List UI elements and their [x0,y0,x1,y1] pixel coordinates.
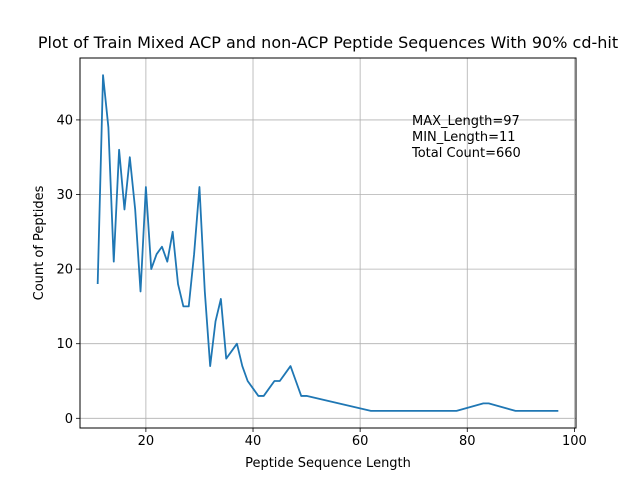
plot-frame [79,57,577,429]
series-group [96,74,559,412]
y-tick-label: 10 [56,337,73,352]
y-tick-label: 40 [56,113,73,128]
x-axis-label: Peptide Sequence Length [245,456,411,471]
annotation-total-count: Total Count=660 [411,146,521,161]
x-tick-label: 40 [245,434,262,449]
y-tick-label: 30 [56,188,73,203]
x-tick-label: 80 [459,434,476,449]
y-axis-label: Count of Peptides [32,185,47,300]
x-tick-label: 100 [562,434,587,449]
chart-title: Plot of Train Mixed ACP and non-ACP Pept… [38,33,618,52]
y-tick-label: 20 [56,263,73,278]
grid-lines [80,58,576,428]
tick-group: 20 40 60 80 100 0 10 20 30 40 [56,113,586,449]
y-tick-label: 0 [65,412,73,427]
x-tick-label: 60 [352,434,369,449]
x-tick-label: 20 [138,434,155,449]
annotation-max-length: MAX_Length=97 [412,114,520,129]
series-line [96,74,559,412]
annotation-min-length: MIN_Length=11 [412,130,516,145]
